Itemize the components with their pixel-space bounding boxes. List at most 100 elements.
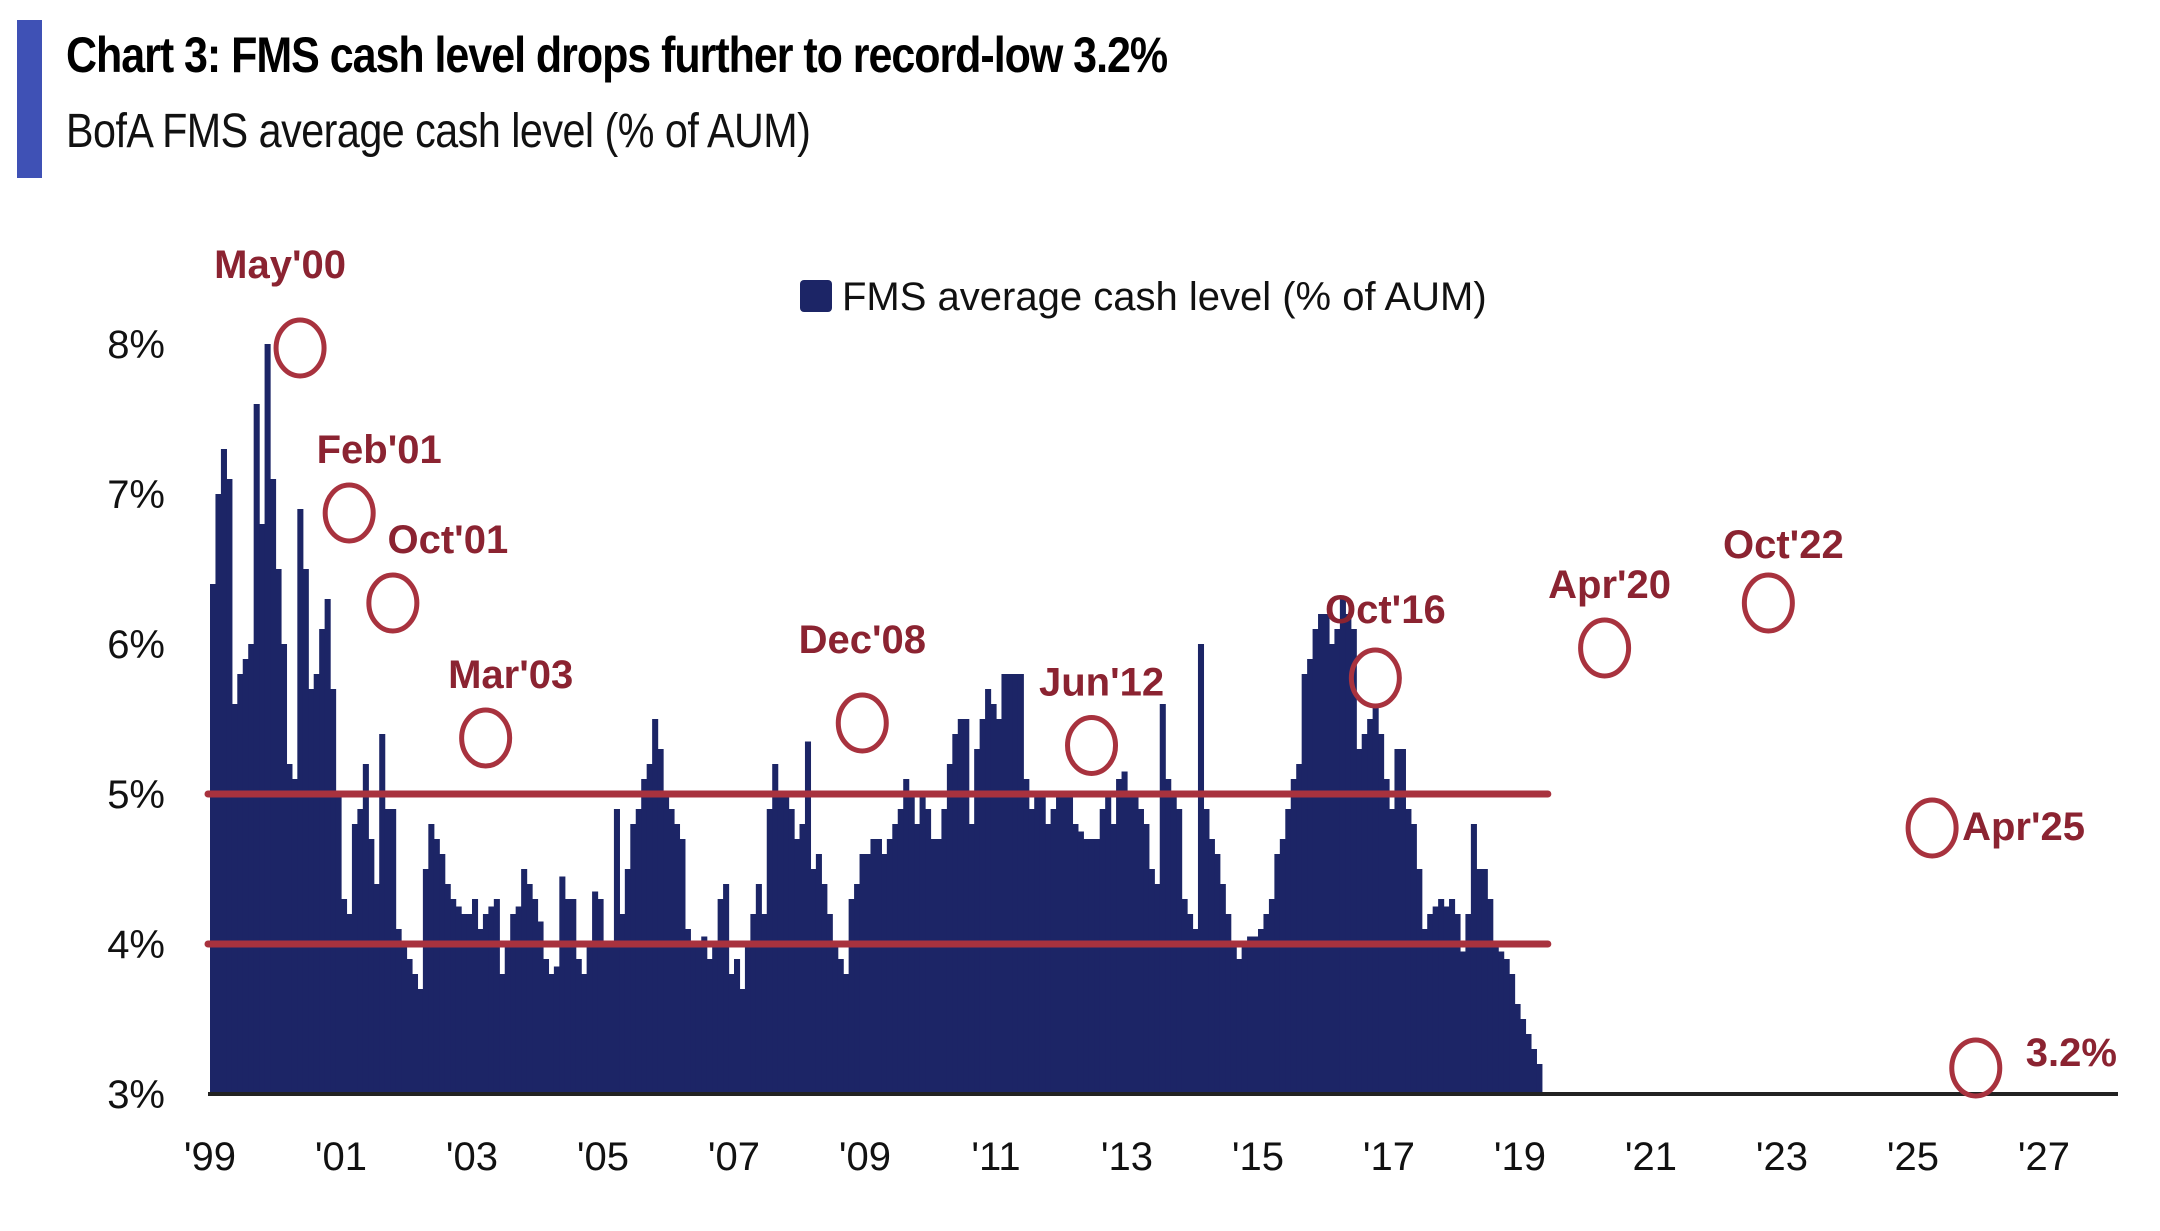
bar — [1356, 749, 1363, 1094]
bar — [957, 719, 964, 1094]
bar — [455, 906, 462, 1094]
bar — [1339, 599, 1346, 1094]
x-tick-label: '05 — [577, 1135, 629, 1179]
bar — [570, 899, 577, 1094]
bar — [641, 779, 648, 1094]
y-tick-label: 7% — [107, 473, 165, 517]
bar — [1454, 914, 1461, 1094]
bar — [422, 869, 429, 1094]
bar — [1072, 824, 1079, 1094]
bar — [324, 599, 331, 1094]
bar — [1148, 869, 1155, 1094]
bar — [892, 824, 899, 1094]
bar — [881, 854, 888, 1094]
bar — [810, 869, 817, 1094]
bar — [532, 899, 539, 1094]
bar — [1536, 1064, 1543, 1094]
bar — [865, 854, 872, 1094]
bar — [521, 869, 528, 1094]
bar — [925, 809, 932, 1094]
bar — [1378, 734, 1385, 1094]
bar — [652, 719, 659, 1094]
x-tick-label: '25 — [1887, 1135, 1939, 1179]
annotation-label: Dec'08 — [799, 618, 926, 662]
bar — [472, 899, 479, 1094]
bar — [1318, 614, 1325, 1094]
x-tick-label: '99 — [184, 1135, 236, 1179]
bar — [1367, 719, 1374, 1094]
bar — [401, 944, 408, 1094]
x-tick-label: '07 — [708, 1135, 760, 1179]
bar — [220, 449, 227, 1094]
legend-label: FMS average cash level (% of AUM) — [842, 275, 1487, 319]
annotation-label: Apr'20 — [1548, 563, 1671, 607]
bar — [1290, 779, 1297, 1094]
annotation-circle — [1065, 715, 1119, 776]
bar — [1083, 839, 1090, 1094]
x-tick-label: '23 — [1756, 1135, 1808, 1179]
bar — [1361, 734, 1368, 1094]
x-tick-label: '03 — [446, 1135, 498, 1179]
bar — [914, 824, 921, 1094]
bar — [515, 906, 522, 1094]
bar — [444, 884, 451, 1094]
bar — [1405, 809, 1412, 1094]
bar — [603, 944, 610, 1094]
bar — [537, 921, 544, 1094]
bar — [619, 914, 626, 1094]
bar — [1372, 704, 1379, 1094]
bar — [1192, 929, 1199, 1094]
bar — [597, 899, 604, 1094]
bar — [1312, 629, 1319, 1094]
bar-series — [210, 344, 1543, 1094]
bar — [1520, 1019, 1527, 1094]
bar — [1492, 944, 1499, 1094]
annotation-circle — [1741, 572, 1795, 634]
legend: FMS average cash level (% of AUM) — [800, 275, 1487, 319]
bar — [330, 689, 337, 1094]
bar — [935, 839, 943, 1094]
bar — [1230, 944, 1237, 1094]
bar — [1449, 899, 1456, 1094]
bar — [635, 809, 642, 1094]
bar — [592, 891, 599, 1094]
bar — [1077, 831, 1084, 1094]
bar — [237, 674, 244, 1094]
bar — [695, 944, 702, 1094]
x-axis-ticks: '99 '01 '03 '05 '07 '09 '11 '13 '15 '17 '19 '21 '23 '… — [184, 1135, 2070, 1179]
bar — [1432, 906, 1439, 1094]
bar — [1509, 974, 1516, 1094]
annotation-circle — [459, 707, 513, 769]
bar — [226, 479, 233, 1094]
bar — [248, 644, 255, 1094]
bar — [946, 764, 953, 1094]
bar — [1023, 779, 1030, 1094]
bar — [1481, 869, 1488, 1094]
bar — [406, 959, 413, 1094]
bar — [1410, 824, 1417, 1094]
bar — [848, 899, 855, 1094]
bar — [1296, 764, 1303, 1094]
bar — [941, 809, 948, 1094]
x-tick-label: '11 — [971, 1135, 1020, 1179]
x-tick-label: '21 — [1625, 1135, 1677, 1179]
bar — [1110, 824, 1117, 1094]
annotation-circle — [1949, 1037, 2003, 1099]
bar — [1088, 839, 1095, 1094]
bar — [1165, 779, 1172, 1094]
annotations: May'00 Feb'01 Oct'01 Mar'03 Dec'08 Jun'12 Oct'… — [214, 243, 2117, 1099]
bar — [968, 824, 975, 1094]
bar — [1197, 644, 1205, 1094]
bar — [657, 749, 664, 1094]
bar — [1389, 809, 1396, 1094]
chart-subtitle: BofA FMS average cash level (% of AUM) — [66, 105, 811, 158]
bar — [362, 764, 369, 1094]
bar — [510, 914, 517, 1094]
reference-lines — [204, 790, 1552, 948]
bar — [854, 884, 861, 1094]
bar — [1514, 1004, 1521, 1094]
bar — [259, 524, 266, 1094]
bar — [996, 719, 1003, 1094]
bar — [1465, 914, 1472, 1094]
annotation-label: Mar'03 — [448, 653, 573, 697]
